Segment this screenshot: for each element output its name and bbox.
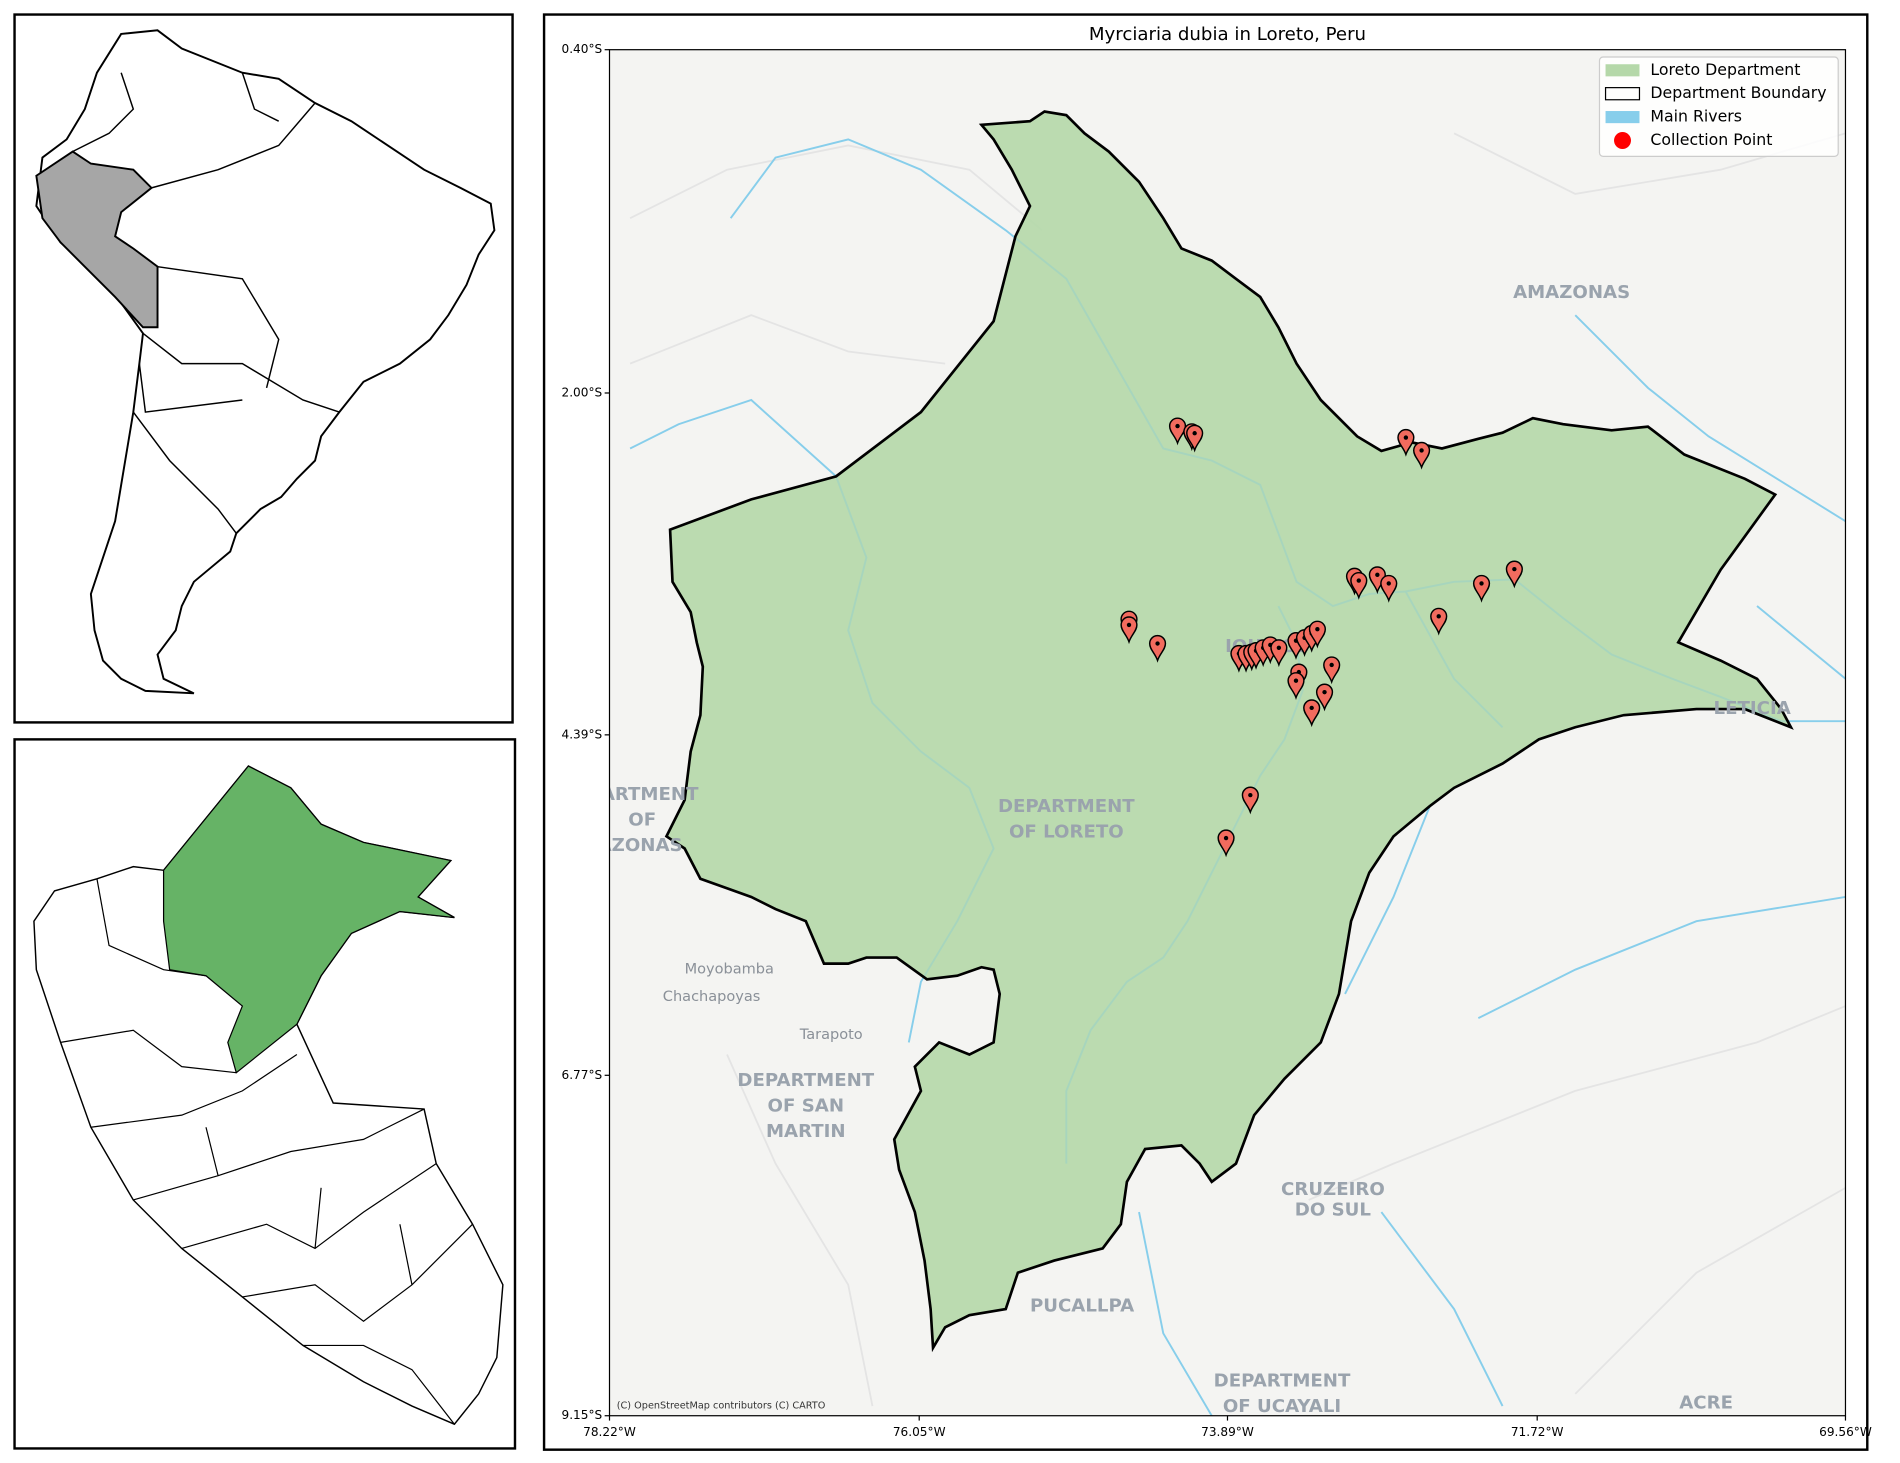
legend-swatch (1605, 64, 1640, 77)
y-tick-label: 4.39°S (562, 727, 603, 741)
collection-point (1430, 607, 1448, 636)
collection-point (1120, 616, 1138, 645)
pin-dot (1375, 572, 1380, 578)
collection-point (1472, 574, 1491, 603)
x-tick-label: 78.22°W (583, 1425, 636, 1439)
basemap-label: DEPARTMENT (1214, 1371, 1351, 1392)
y-tick-label: 0.40°S (562, 42, 603, 56)
basemap-label: DO SUL (1295, 1200, 1372, 1221)
collection-point (1168, 417, 1187, 446)
pin-dot (1479, 581, 1484, 586)
basemap-label: OF LORETO (1009, 822, 1124, 843)
collection-point (1350, 572, 1368, 600)
legend-box (1598, 56, 1839, 157)
legend: Loreto Department Department Boundary Main… (1598, 56, 1839, 157)
basemap-label: OF UCAYALI (1223, 1396, 1341, 1417)
peru-inset (13, 738, 517, 1450)
legend-label: Collection Point (1650, 130, 1772, 149)
x-tick-label: 69.56°W (1819, 1425, 1872, 1439)
legend-label: Main Rivers (1650, 107, 1742, 126)
collection-point (1217, 829, 1235, 858)
collection-point (1380, 574, 1398, 603)
basemap-label: AMAZONAS (1513, 282, 1630, 303)
pin-dot (1175, 423, 1180, 429)
x-tick-label: 76.05°W (893, 1425, 946, 1439)
collection-point (1397, 429, 1415, 457)
department-borders (60, 878, 474, 1425)
collection-point (1241, 786, 1259, 815)
basemap-label: MARTIN (766, 1121, 846, 1142)
collection-point (1505, 560, 1523, 589)
pin-dot (1356, 578, 1361, 583)
pin-dot (1248, 792, 1253, 798)
loreto-highlight (162, 765, 455, 1074)
basemap-label: ACRE (1679, 1392, 1733, 1413)
legend-label: Department Boundary (1650, 83, 1826, 102)
x-tick-label: 73.89°W (1201, 1425, 1254, 1439)
legend-marker (1614, 131, 1631, 149)
y-tick-label: 2.00°S (562, 385, 603, 399)
y-tick-label: 6.77°S (562, 1068, 603, 1082)
pin-dot (1276, 645, 1282, 650)
pin-dot (1155, 641, 1160, 646)
basemap-label: LETICIA (1714, 698, 1791, 719)
pin-dot (1315, 627, 1320, 632)
pin-dot (1293, 678, 1299, 683)
pin-dot (1436, 614, 1441, 619)
country-borders (72, 72, 340, 534)
basemap-label: OF (628, 809, 656, 830)
collection-point (1287, 672, 1305, 700)
x-tick-label: 71.72°W (1511, 1425, 1564, 1439)
pin-dot (1126, 622, 1132, 628)
map-area: AMAZONAS DEPARTMENT OF LORETO DEPARTMENT… (562, 49, 1846, 1417)
collection-point (1148, 634, 1167, 663)
pin-dot (1419, 448, 1424, 453)
legend-swatch (1604, 87, 1641, 101)
collection-point (1303, 699, 1321, 728)
basemap-label: OF SAN (768, 1095, 844, 1116)
legend-swatch (1605, 111, 1640, 124)
collection-points (1120, 417, 1523, 858)
axis-ticks: 78.22°W 76.05°W 73.89°W 71.72°W 69.56°W 0.40°… (562, 42, 1872, 1439)
pin-dot (1192, 431, 1197, 436)
pin-dot (1386, 581, 1391, 586)
collection-point (1308, 620, 1327, 649)
south-america-inset (13, 13, 514, 724)
pin-dot (1322, 689, 1327, 695)
basemap-label: DEPARTMENT (998, 796, 1135, 817)
pin-dot (1223, 835, 1229, 841)
city-label: Moyobamba (685, 961, 774, 977)
city-label: Tarapoto (799, 1027, 863, 1043)
y-tick-label: 9.15°S (562, 1408, 603, 1422)
city-label: PUCALLPA (1030, 1295, 1134, 1316)
legend-label: Loreto Department (1650, 60, 1800, 79)
peru-highlight (35, 150, 159, 329)
basemap-label: CRUZEIRO (1281, 1179, 1385, 1200)
basemap-label: AMAZONAS (566, 835, 683, 856)
pin-dot (1512, 566, 1517, 572)
collection-point (1186, 424, 1204, 453)
attribution: (C) OpenStreetMap contributors (C) CARTO (617, 1400, 826, 1411)
basemap-label: DEPARTMENT (562, 784, 699, 805)
map-title: Myrciaria dubia in Loreto, Peru (1089, 24, 1366, 45)
basemap-label: DEPARTMENT (737, 1070, 874, 1091)
collection-point (1270, 639, 1288, 668)
basemap-roads (629, 132, 1846, 1407)
collection-point (1412, 441, 1431, 470)
pin-dot (1309, 705, 1314, 711)
collection-point (1323, 656, 1341, 685)
pin-dot (1403, 435, 1409, 440)
pin-dot (1329, 662, 1334, 668)
city-label: Chachapoyas (663, 989, 761, 1005)
collection-point (1315, 683, 1334, 712)
